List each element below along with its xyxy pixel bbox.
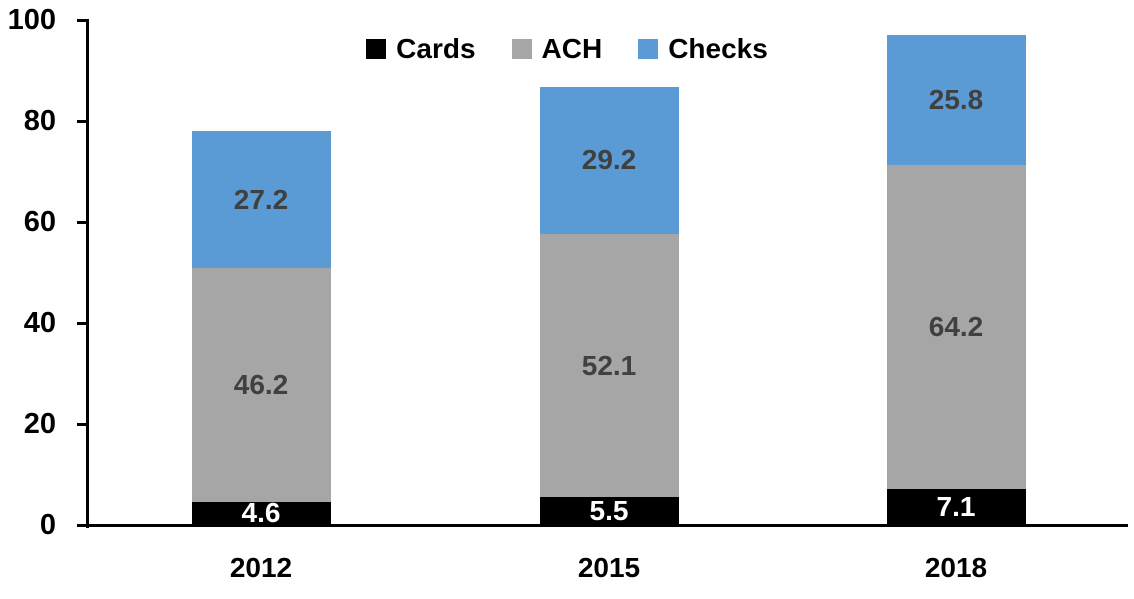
bar-segment-ach-2015: 52.1	[539, 234, 679, 498]
legend: Cards ACH Checks	[0, 33, 1134, 65]
bar-segment-ach-2018: 64.2	[886, 164, 1026, 490]
x-axis-label-2012: 2012	[229, 552, 293, 583]
bar-segment-ach-2012: 46.2	[191, 268, 331, 502]
legend-swatch-icon	[638, 39, 659, 59]
legend-swatch-icon	[366, 39, 387, 59]
x-axis-line	[77, 524, 1128, 527]
segment-value-label: 46.2	[233, 369, 289, 401]
segment-value-label: 29.2	[581, 144, 637, 176]
y-tick-label: 60	[23, 206, 56, 238]
bar-segment-cards-2012: 4.6	[191, 497, 331, 529]
legend-label: Cards	[396, 33, 476, 64]
segment-value-label: 52.1	[581, 349, 637, 381]
bar-segment-cards-2018: 7.1	[886, 489, 1026, 525]
bar-segment-cards-2015: 5.5	[539, 495, 679, 527]
bar-segment-checks-2015: 29.2	[539, 86, 679, 235]
legend-label: Checks	[668, 33, 768, 64]
segment-value-label: 27.2	[233, 183, 289, 215]
segment-value-label: 64.2	[928, 311, 984, 343]
segment-value-label: 4.6	[241, 497, 281, 529]
y-tick	[77, 19, 86, 22]
y-tick-label: 40	[23, 307, 56, 339]
bar-segment-checks-2018: 25.8	[886, 34, 1026, 165]
segment-value-label: 5.5	[589, 495, 629, 527]
legend-item-checks: Checks	[638, 35, 768, 63]
bar-segment-checks-2012: 27.2	[191, 131, 331, 269]
y-tick-label: 0	[39, 509, 56, 541]
x-axis-label-2015: 2015	[577, 552, 641, 583]
y-tick-label: 100	[7, 4, 56, 36]
y-tick	[77, 322, 86, 325]
legend-swatch-icon	[511, 39, 532, 59]
y-tick	[77, 221, 86, 224]
x-axis-label-2018: 2018	[924, 552, 988, 583]
y-tick-label: 20	[23, 408, 56, 440]
y-axis-line	[86, 19, 89, 528]
segment-value-label: 7.1	[936, 491, 976, 523]
legend-item-ach: ACH	[511, 33, 603, 64]
y-tick	[77, 423, 86, 426]
legend-label: ACH	[541, 33, 603, 64]
y-tick	[77, 120, 86, 123]
y-tick-label: 80	[23, 105, 56, 137]
legend-item-cards: Cards	[366, 33, 476, 64]
segment-value-label: 25.8	[928, 83, 984, 115]
